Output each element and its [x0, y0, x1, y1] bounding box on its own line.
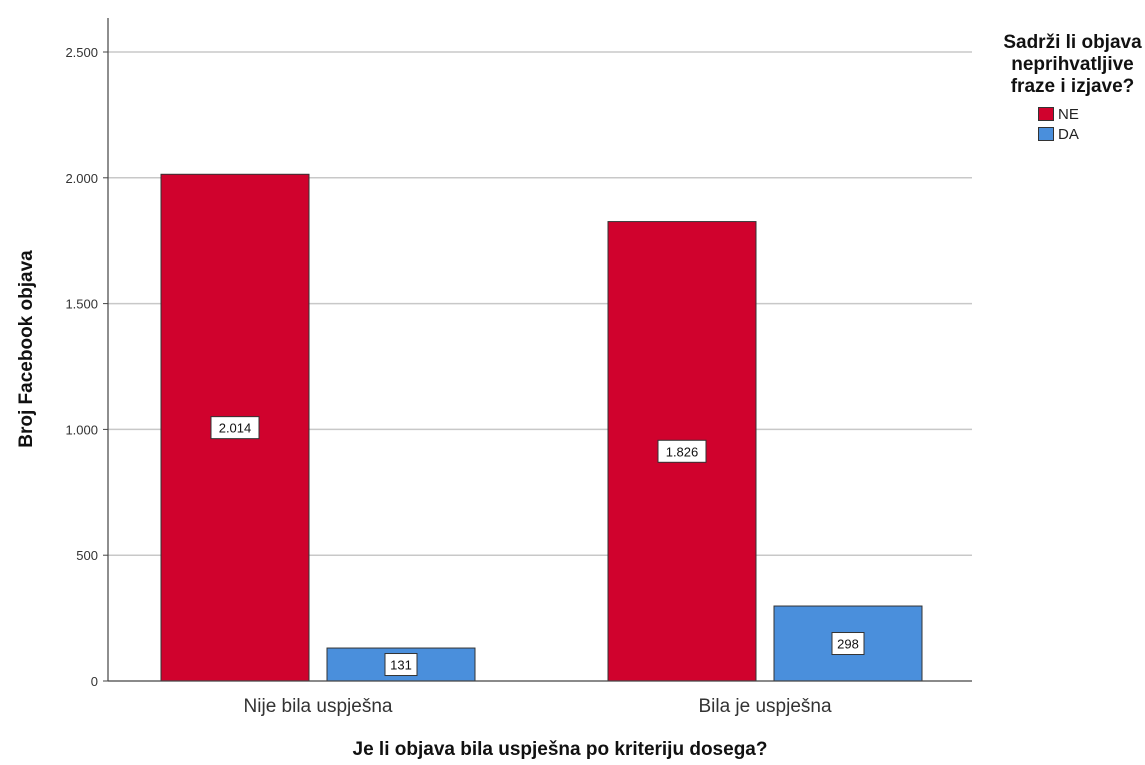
data-label: 298 — [837, 637, 859, 652]
data-label: 131 — [390, 658, 412, 673]
y-tick-label: 0 — [91, 674, 98, 689]
data-label: 1.826 — [666, 444, 699, 459]
legend-items: NE DA — [1038, 104, 1145, 144]
legend-title: Sadrži li objava neprihvatljive fraze i … — [1003, 32, 1142, 97]
data-label-box — [384, 653, 418, 677]
y-tick-label: 2.000 — [65, 171, 98, 186]
legend-swatch — [1038, 107, 1054, 121]
y-tick-label: 1.500 — [65, 297, 98, 312]
axes — [107, 18, 972, 682]
data-label-box — [210, 416, 260, 440]
y-axis-title: Broj Facebook objava — [16, 250, 37, 448]
y-tick-labels: 0 500 1.000 1.500 2.000 2.500 — [65, 45, 108, 689]
bars — [160, 173, 923, 682]
data-labels: 2.014 131 1.826 298 — [210, 416, 865, 677]
data-label-box — [657, 439, 707, 463]
legend-swatch — [1038, 127, 1054, 141]
legend-item-ne: NE — [1038, 104, 1145, 124]
data-label: 2.014 — [219, 421, 252, 436]
x-axis-title: Je li objava bila uspješna po kriteriju … — [353, 739, 768, 760]
legend-label: DA — [1058, 125, 1079, 143]
x-tick-labels: Nije bila uspješna Bila je uspješna — [244, 696, 832, 717]
legend-item-da: DA — [1038, 124, 1145, 144]
x-tick-label: Bila je uspješna — [698, 696, 832, 717]
legend-label: NE — [1058, 105, 1079, 123]
y-tick-label: 2.500 — [65, 45, 98, 60]
x-tick-label: Nije bila uspješna — [244, 696, 393, 717]
y-tick-label: 1.000 — [65, 422, 98, 437]
legend: Sadrži li objava neprihvatljive fraze i … — [1000, 32, 1145, 144]
y-tick-label: 500 — [76, 548, 98, 563]
data-label-box — [831, 632, 865, 656]
